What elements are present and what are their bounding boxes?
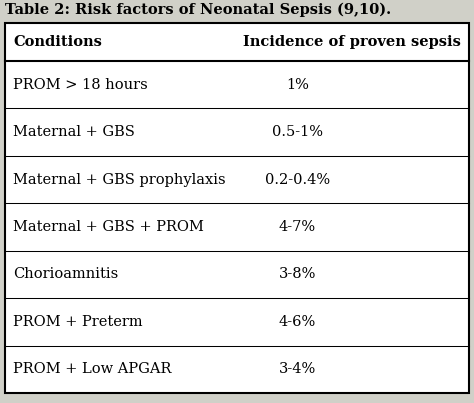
Text: 4-6%: 4-6% <box>279 315 316 329</box>
Text: 0.2-0.4%: 0.2-0.4% <box>265 172 330 187</box>
Text: 3-8%: 3-8% <box>279 268 316 281</box>
Text: Maternal + GBS: Maternal + GBS <box>13 125 135 139</box>
Text: Table 2: Risk factors of Neonatal Sepsis (9,10).: Table 2: Risk factors of Neonatal Sepsis… <box>5 3 391 17</box>
Text: Maternal + GBS + PROM: Maternal + GBS + PROM <box>13 220 204 234</box>
Text: 4-7%: 4-7% <box>279 220 316 234</box>
Text: Conditions: Conditions <box>13 35 102 49</box>
Text: 0.5-1%: 0.5-1% <box>272 125 323 139</box>
Text: PROM > 18 hours: PROM > 18 hours <box>13 78 148 92</box>
Text: Incidence of proven sepsis: Incidence of proven sepsis <box>243 35 461 49</box>
Text: PROM + Low APGAR: PROM + Low APGAR <box>13 362 172 376</box>
Text: 3-4%: 3-4% <box>279 362 316 376</box>
Text: PROM + Preterm: PROM + Preterm <box>13 315 143 329</box>
Text: Chorioamnitis: Chorioamnitis <box>13 268 118 281</box>
Text: Maternal + GBS prophylaxis: Maternal + GBS prophylaxis <box>13 172 226 187</box>
Text: 1%: 1% <box>286 78 309 92</box>
